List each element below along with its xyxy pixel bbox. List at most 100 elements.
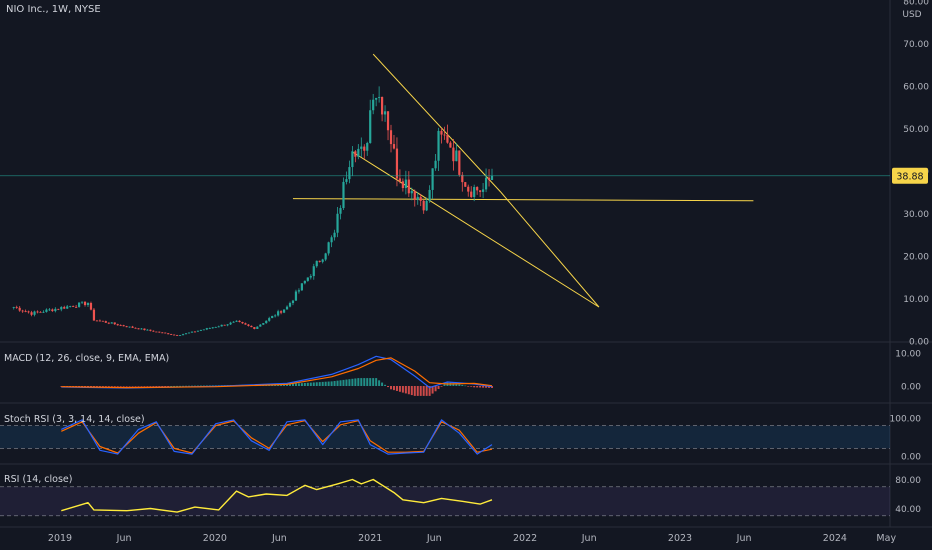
macd-histogram-bar xyxy=(149,386,152,387)
macd-histogram-bar xyxy=(461,384,464,386)
trendline-upper-extension xyxy=(500,191,600,308)
candle-body xyxy=(431,168,434,190)
candle-body xyxy=(392,144,396,149)
candle-body xyxy=(395,148,399,179)
candle-body xyxy=(205,328,208,330)
macd-histogram-bar xyxy=(303,382,306,386)
candles xyxy=(0,86,890,336)
macd-histogram-bar xyxy=(354,378,357,386)
candle-body xyxy=(375,97,378,100)
candle-body xyxy=(167,333,170,335)
macd-histogram-bar xyxy=(321,381,324,386)
candle-body xyxy=(262,323,265,325)
candle-body xyxy=(479,190,482,192)
macd-histogram-bar xyxy=(134,386,137,387)
candle-body xyxy=(401,181,404,189)
macd-histogram-bar xyxy=(378,380,381,386)
candle-body xyxy=(235,320,238,322)
macd-histogram-bar xyxy=(387,386,390,388)
macd-histogram-bar xyxy=(286,384,289,386)
candle-body xyxy=(407,179,410,194)
x-tick-label: Jun xyxy=(426,533,442,544)
macd-histogram-bar xyxy=(348,379,351,386)
macd-histogram-bar xyxy=(413,386,416,396)
trendline-horizontal-support xyxy=(292,198,754,202)
macd-histogram-bar xyxy=(455,383,458,386)
price-tick-label: 70.00 xyxy=(903,40,929,50)
candle-body xyxy=(369,110,372,143)
candle-body xyxy=(110,322,113,324)
x-tick-label: 2021 xyxy=(358,533,382,544)
rsi-line xyxy=(61,478,493,513)
candle-body xyxy=(291,300,295,304)
macd-histogram-bar xyxy=(390,386,393,390)
x-axis: 2019 Jun 2020 Jun 2021 Jun 2022 Jun 2023 Jun 2024 M… xyxy=(48,533,897,544)
macd-histogram-bar xyxy=(161,386,164,387)
macd-histogram-bar xyxy=(464,385,467,387)
macd-histogram-bar xyxy=(140,386,143,387)
macd-histogram-bar xyxy=(398,386,401,392)
macd-histogram-bar xyxy=(176,385,179,387)
macd-histogram-bar xyxy=(491,386,494,388)
candle-body xyxy=(181,334,185,336)
macd-histogram-bar xyxy=(422,386,425,396)
candle-body xyxy=(244,323,247,325)
candle-body xyxy=(306,277,309,281)
candle-body xyxy=(250,325,253,328)
candle-body xyxy=(146,329,149,331)
candle-body xyxy=(378,96,381,98)
chart-title: NIO Inc., 1W, NYSE xyxy=(6,4,101,15)
macd-histogram-bar xyxy=(440,386,443,387)
candle-body xyxy=(24,311,27,312)
candle-body xyxy=(214,327,217,328)
candle-body xyxy=(170,334,173,336)
candle-body xyxy=(434,160,437,169)
trendlines[interactable] xyxy=(292,53,754,308)
macd-histogram-bar xyxy=(205,385,208,387)
macd-histogram-bar xyxy=(336,380,339,386)
candle-body xyxy=(131,326,134,328)
macd-histogram-bar xyxy=(363,378,366,386)
candle-body xyxy=(285,306,289,310)
macd-histogram-bar xyxy=(372,378,375,386)
candle-body xyxy=(449,142,452,148)
candle-body xyxy=(122,325,125,327)
candle-body xyxy=(327,242,330,254)
macd-histogram-bar xyxy=(485,386,488,388)
macd-histogram-bar xyxy=(416,386,419,396)
candle-body xyxy=(372,99,375,111)
candle-body xyxy=(315,260,318,267)
macd-histogram-bar xyxy=(125,386,128,387)
candle-body xyxy=(196,330,200,332)
candle-body xyxy=(413,190,416,200)
price-tick-label: 20.00 xyxy=(903,253,929,263)
candle-body xyxy=(458,150,461,175)
candle-body xyxy=(300,283,303,291)
grid xyxy=(0,0,932,528)
x-tick-label: 2022 xyxy=(513,533,537,544)
macd-histogram-bar xyxy=(488,386,491,388)
macd-histogram-bar xyxy=(179,385,182,387)
candle-body xyxy=(410,190,413,194)
candle-body xyxy=(149,329,152,331)
candle-body xyxy=(309,276,312,278)
candle-body xyxy=(69,306,72,307)
candle-body xyxy=(476,187,479,191)
macd-histogram-bar xyxy=(357,378,360,386)
macd-histogram-bar xyxy=(131,386,134,387)
candle-body xyxy=(190,331,194,333)
candle-body xyxy=(83,301,87,306)
candle-body xyxy=(481,189,485,192)
candle-body xyxy=(336,213,339,233)
macd-histogram-bar xyxy=(289,383,292,386)
candle-body xyxy=(18,307,21,311)
macd-histogram-bar xyxy=(324,381,327,386)
candle-body xyxy=(348,167,351,180)
x-tick-label: 2024 xyxy=(823,533,847,544)
macd-histogram-bar xyxy=(369,378,372,386)
candle-body xyxy=(152,330,155,332)
macd-histogram-bar xyxy=(330,381,333,386)
price-tick-label: 80.00 xyxy=(903,0,929,8)
macd-histogram-bar xyxy=(297,383,300,386)
